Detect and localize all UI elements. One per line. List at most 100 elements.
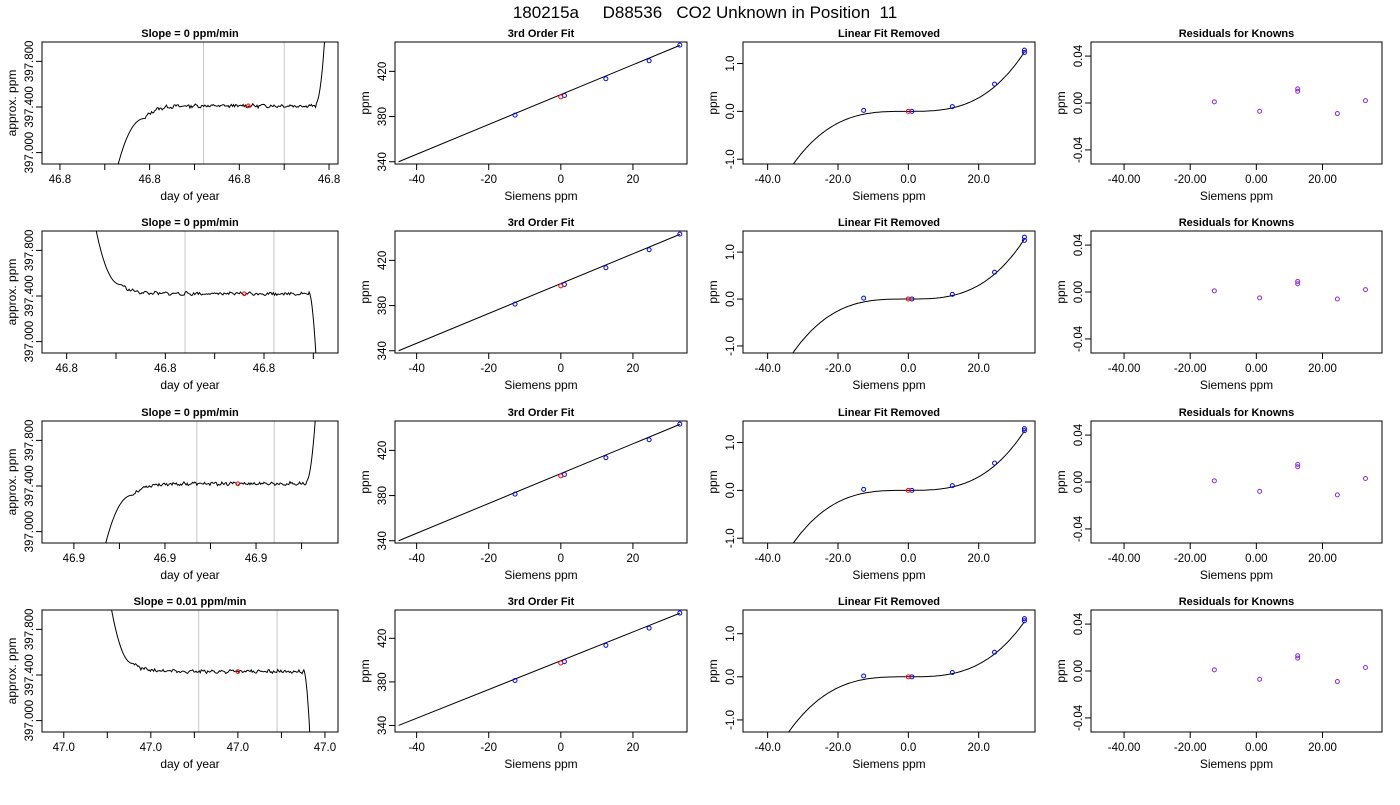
panel-title: Linear Fit Removed (838, 217, 940, 229)
x-tick-label: 20.0 (968, 742, 990, 754)
plot-data (111, 610, 311, 732)
y-tick-label: -0.04 (1073, 325, 1085, 352)
y-axis-label: ppm (706, 659, 720, 682)
x-tick-label: -20.0 (825, 174, 851, 186)
x-tick-label: -40.00 (1108, 553, 1141, 565)
residual-point (1362, 287, 1368, 293)
known-point (861, 295, 867, 301)
y-axis-label: ppm (706, 470, 720, 493)
x-tick-label: 0.00 (1245, 363, 1267, 375)
unknown-point (558, 283, 564, 289)
x-tick-label: 46.8 (49, 174, 71, 186)
x-tick-label: 20.00 (1308, 363, 1337, 375)
panel-residuals-row4: Residuals for Knowns -40.00 -20.00 0.00 20.0… (1054, 596, 1383, 771)
cubic-curve (792, 238, 1025, 353)
plot-frame (742, 230, 1036, 354)
y-tick-label: 1.0 (725, 435, 737, 451)
x-tick-label: -40 (408, 742, 425, 754)
plot-data (117, 42, 325, 164)
x-tick-label: -40 (408, 174, 425, 186)
x-tick-label: 0.00 (1245, 742, 1267, 754)
x-tick-label: -20 (480, 742, 497, 754)
fit-line (398, 612, 680, 726)
panel-title: 3rd Order Fit (508, 28, 575, 40)
y-tick-label: -1.0 (725, 710, 737, 730)
unknown-point (905, 296, 911, 302)
x-tick-label: 46.8 (318, 174, 340, 186)
y-tick-label: 0.04 (1073, 423, 1085, 446)
panel-timeseries-row4: Slope = 0.01 ppm/min 47.0 47.0 47.0 47.0 397.… (5, 596, 339, 771)
unknown-point (905, 108, 911, 114)
panel-title: 3rd Order Fit (508, 596, 575, 608)
known-point (992, 460, 998, 466)
x-tick-label: -20.0 (825, 553, 851, 565)
unknown-point (558, 94, 564, 100)
y-tick-label: 340 (377, 531, 389, 550)
panel-title: Linear Fit Removed (838, 28, 940, 40)
known-point (1021, 428, 1027, 434)
x-tick-label: -20.00 (1174, 742, 1207, 754)
known-point (949, 104, 955, 110)
y-tick-label: 340 (377, 152, 389, 171)
mean-point (235, 481, 241, 487)
residual-point (1211, 667, 1217, 673)
residual-point (1295, 88, 1301, 94)
known-point (646, 58, 652, 64)
panel-title: Residuals for Knowns (1179, 217, 1295, 229)
unknown-point (905, 487, 911, 493)
plot-data (398, 42, 683, 163)
plot-data (1211, 278, 1368, 302)
panel-residuals-row2: Residuals for Knowns -40.00 -20.00 0.00 20.0… (1054, 217, 1383, 392)
x-tick-label: -20.00 (1174, 363, 1207, 375)
panel-title: Residuals for Knowns (1179, 28, 1295, 40)
y-tick-label: 397.400 (24, 275, 36, 317)
plot-data (398, 421, 683, 542)
known-point (603, 265, 609, 271)
plot-frame (1090, 420, 1383, 544)
x-tick-label: 20.0 (968, 363, 990, 375)
plot-frame (41, 609, 339, 733)
known-point (646, 437, 652, 443)
y-axis-label: ppm (1054, 91, 1068, 114)
known-point (992, 269, 998, 275)
x-tick-label: 46.8 (228, 174, 250, 186)
x-tick-label: -40.0 (755, 363, 781, 375)
x-axis-label: Siemens ppm (504, 378, 577, 392)
plot-data (792, 426, 1027, 543)
y-tick-label: 380 (377, 672, 389, 691)
x-tick-label: 47.0 (140, 742, 162, 754)
y-axis-label: ppm (358, 659, 372, 682)
plot-frame (1090, 609, 1383, 733)
x-axis-label: Siemens ppm (852, 189, 925, 203)
residual-point (1295, 464, 1301, 470)
y-tick-label: 397.800 (24, 41, 36, 83)
fit-line (398, 233, 680, 352)
plot-frame (1090, 230, 1383, 354)
y-tick-label: -0.04 (1073, 704, 1085, 731)
plot-frame (742, 420, 1036, 544)
known-point (603, 76, 609, 82)
x-tick-label: 0.0 (900, 174, 916, 186)
y-tick-label: 380 (377, 486, 389, 505)
known-point (861, 673, 867, 679)
x-tick-label: 0.0 (900, 363, 916, 375)
known-point (646, 247, 652, 253)
panel-linear_removed-row3: Linear Fit Removed -40.0 -20.0 0.0 20.0 -1.0 0… (706, 407, 1036, 582)
series-trace (105, 421, 316, 543)
x-tick-label: -40.0 (755, 553, 781, 565)
panel-timeseries-row2: Slope = 0 ppm/min 46.8 46.8 46.8 397.000 397.… (5, 217, 339, 392)
known-point (861, 107, 867, 113)
y-axis-label: ppm (358, 91, 372, 114)
residual-point (1211, 99, 1217, 105)
plot-data (398, 231, 683, 352)
series-trace (117, 42, 325, 164)
x-tick-label: 46.8 (55, 363, 77, 375)
x-axis-label: Siemens ppm (504, 757, 577, 771)
panel-title: Slope = 0 ppm/min (141, 407, 239, 419)
figure-title: 180215a D88536 CO2 Unknown in Position 1… (513, 3, 897, 22)
known-point (603, 455, 609, 461)
x-axis-label: Siemens ppm (852, 378, 925, 392)
y-tick-label: 0.0 (725, 103, 737, 119)
